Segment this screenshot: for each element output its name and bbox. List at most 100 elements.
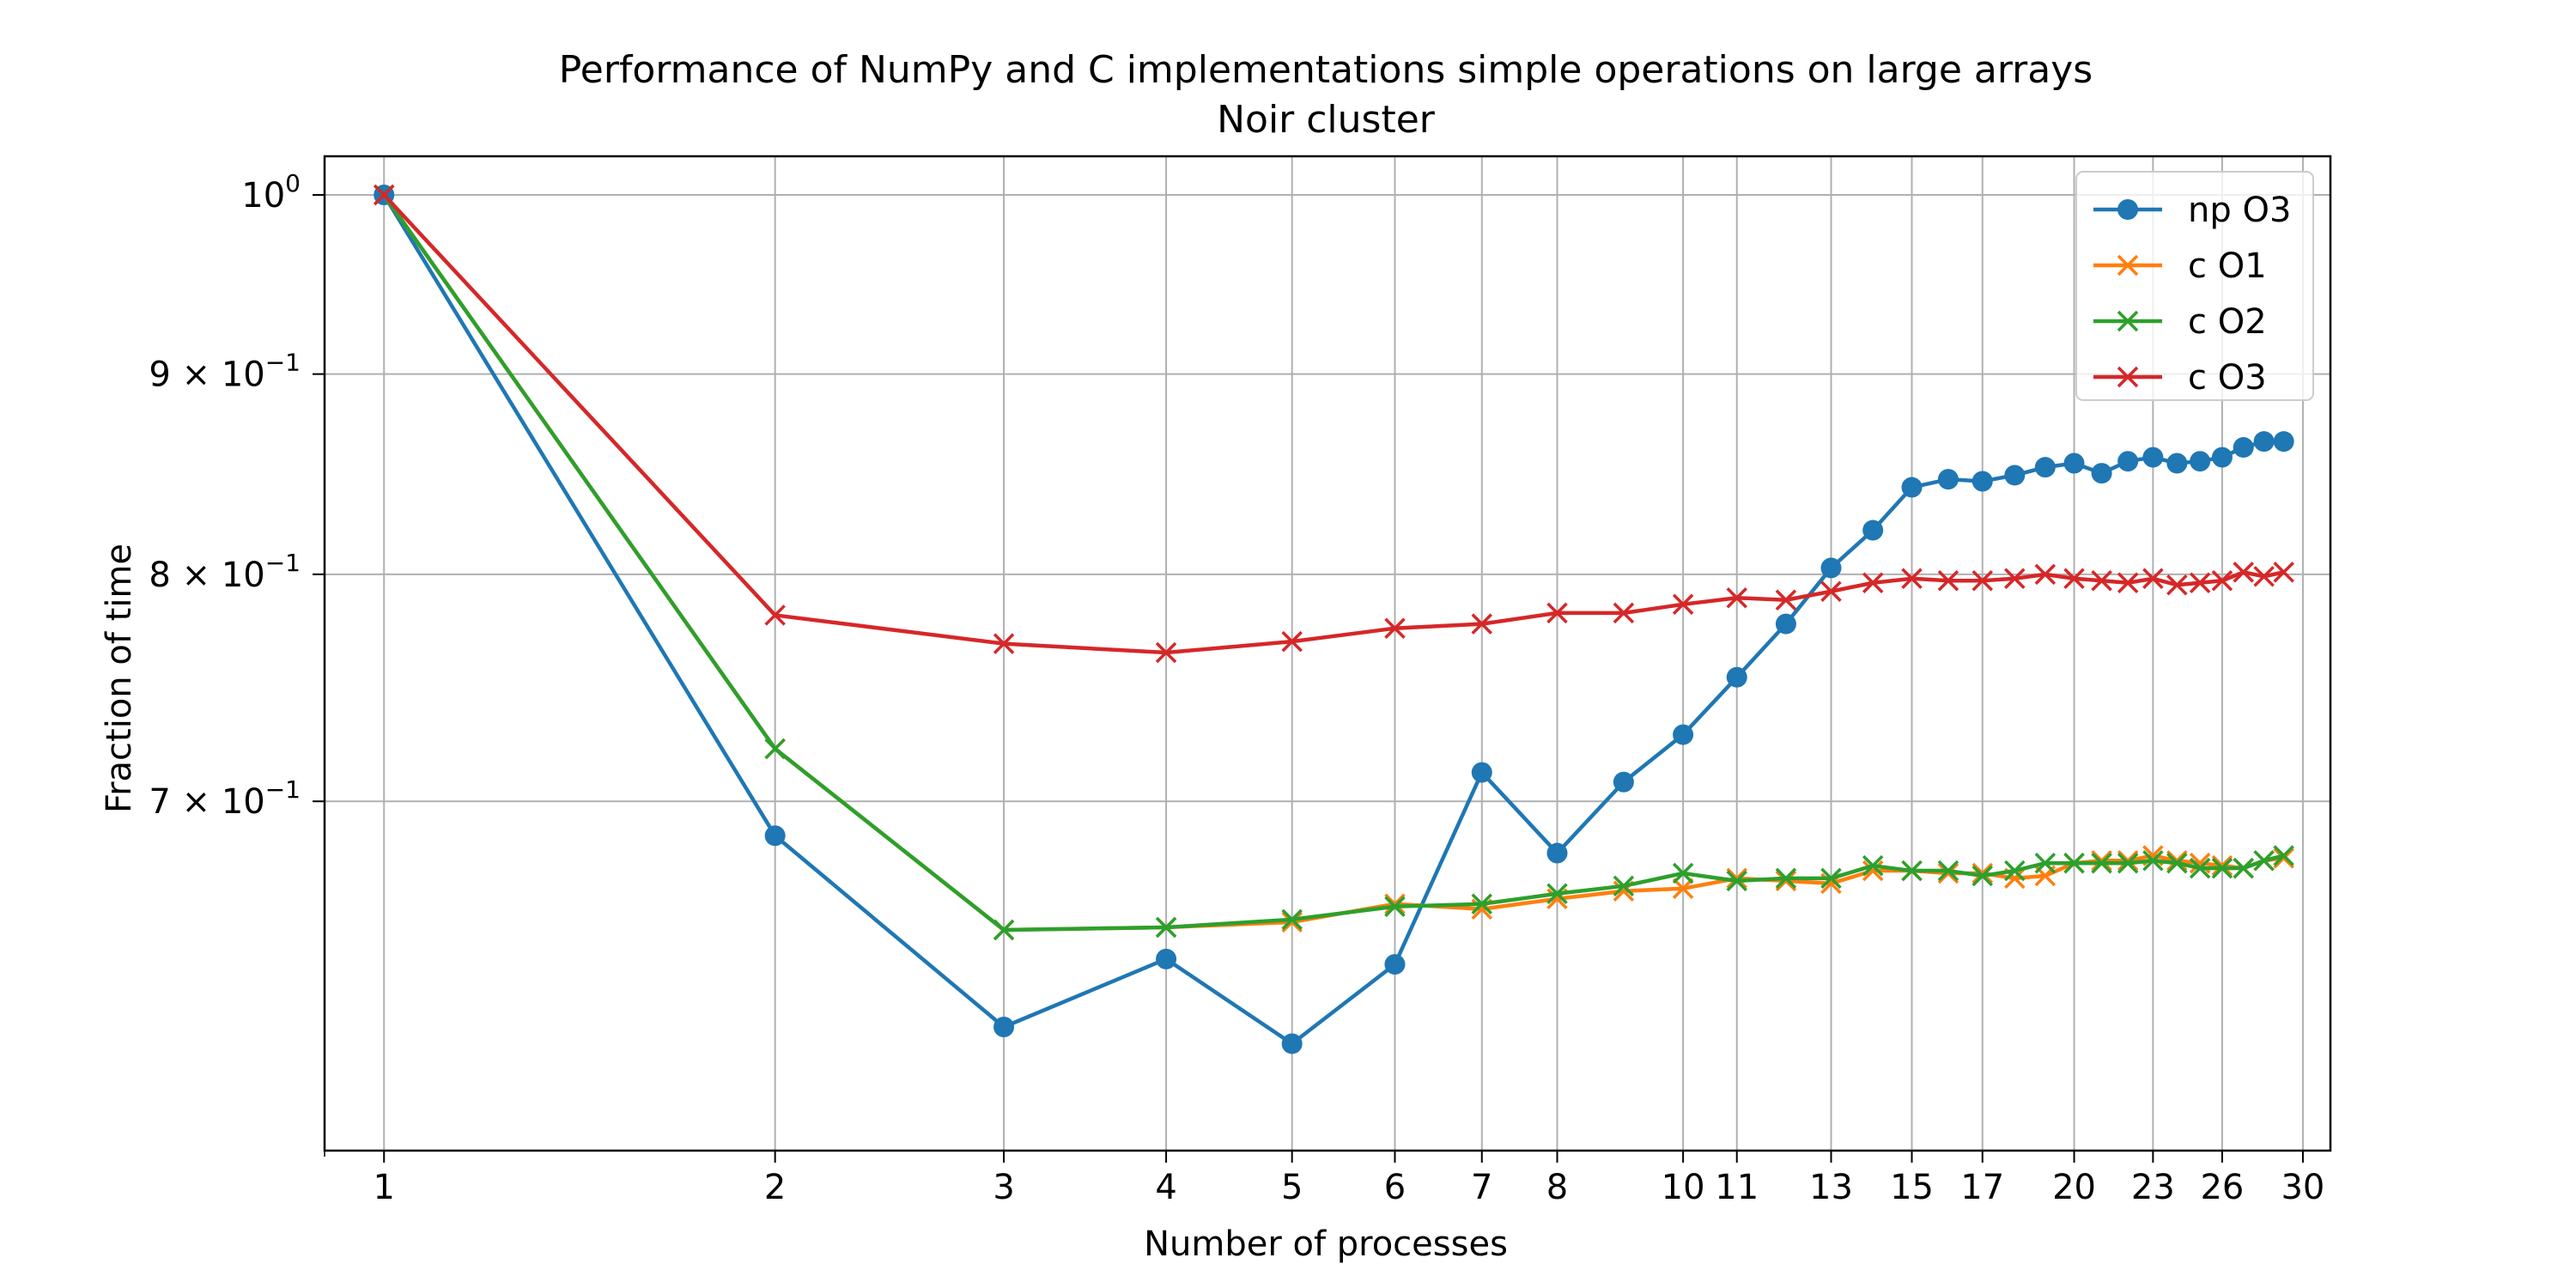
data-point [1613,602,1635,624]
data-point [1726,870,1747,892]
x-tick-label: 15 [1890,1168,1934,1207]
marker-stroke [993,633,1015,654]
data-point [2063,568,2085,590]
data-point [1155,916,1177,939]
data-point [1775,870,1797,892]
legend-entry: c O1 [2093,246,2267,286]
x-tick-label: 10 [1662,1168,1705,1207]
data-point [2117,451,2139,472]
series-layer [373,184,2294,1054]
data-point [1971,862,1993,884]
legend-entry: c O3 [2093,358,2267,398]
x-tick-label: 7 [1471,1168,1492,1207]
data-point [1613,875,1635,897]
marker-stroke [1726,867,1747,890]
series-c-o2 [373,184,2294,941]
data-point [2166,574,2188,596]
marker-stroke [1672,862,1694,884]
x-tick-label: 3 [993,1168,1014,1207]
x-tick-label: 17 [1960,1168,2004,1207]
legend-label: c O2 [2188,302,2267,342]
data-point [1726,587,1747,609]
x-tick-label: 26 [2200,1168,2244,1207]
marker-stroke [1862,854,1884,877]
marker-stroke [1155,641,1177,664]
marker-stroke [2211,857,2233,879]
data-point [1384,617,1406,639]
data-point [2142,447,2164,468]
data-point [1546,883,1568,904]
y-tick-exponent: 0 [285,169,301,197]
data-point [1384,896,1406,917]
data-point [1971,570,1993,592]
marker-stroke [2166,574,2188,596]
data-point [1862,860,1884,882]
data-point [2253,566,2275,587]
marker-stroke [1775,867,1797,890]
marker-stroke [1726,587,1747,609]
marker-stroke [1820,867,1842,890]
y-tick-exponent: −1 [265,775,301,804]
data-point [1384,893,1406,914]
data-point [1672,593,1694,616]
legend-label: c O3 [2188,358,2267,398]
data-point [1901,860,1923,882]
data-point [1775,867,1797,890]
data-point [373,184,395,206]
marker-stroke [2142,850,2164,872]
data-point [1546,602,1568,624]
y-tick-exponent: −1 [265,349,301,377]
marker-stroke [1775,870,1797,892]
marker-stroke [764,738,786,760]
data-point [1901,477,1923,498]
marker-stroke [2273,562,2294,583]
data-point [2190,451,2211,472]
marker-stroke [2233,857,2254,879]
data-point [764,605,786,626]
marker-stroke [1546,883,1568,904]
data-point [2211,854,2233,877]
data-point [2091,850,2112,872]
data-point [2004,568,2026,590]
data-point [2117,850,2139,872]
data-point [1937,862,1959,884]
data-point [1613,771,1634,793]
data-point [1820,867,1842,890]
data-point [2273,431,2294,453]
marker-stroke [2117,366,2139,388]
data-point [1775,589,1797,611]
marker-stroke [2211,854,2233,877]
marker-stroke [1901,568,1923,590]
data-point [1820,580,1842,602]
series-np-o3 [374,185,2294,1054]
x-tick-label: 20 [2052,1168,2096,1207]
data-point [1862,854,1884,877]
data-point [1156,948,1177,969]
marker-stroke [2091,852,2112,874]
data-point [2166,453,2188,474]
data-point [2117,572,2139,594]
data-point [1281,630,1303,653]
marker-stroke [1384,617,1406,639]
marker-stroke [2063,568,2085,590]
marker-stroke [1862,860,1884,882]
data-point [2253,850,2275,872]
data-point [1820,557,1842,579]
data-point [2117,852,2139,874]
y-tick-mantissa: 7 × 10 [149,782,264,822]
y-tick-label: 9 × 10−1 [149,349,301,395]
data-point [1384,954,1406,975]
marker-stroke [1613,602,1635,624]
data-point [2189,857,2211,879]
y-tick-label: 8 × 10−1 [149,549,301,595]
data-point [2034,852,2057,874]
marker-stroke [2233,562,2254,583]
marker-stroke [1971,570,1993,592]
data-point [1726,867,1747,890]
marker-stroke [1471,893,1493,914]
marker-stroke [1155,916,1177,939]
chart-title: Performance of NumPy and C implementatio… [559,48,2093,92]
marker-stroke [2063,852,2085,874]
y-tick-mantissa: 9 × 10 [149,355,264,395]
